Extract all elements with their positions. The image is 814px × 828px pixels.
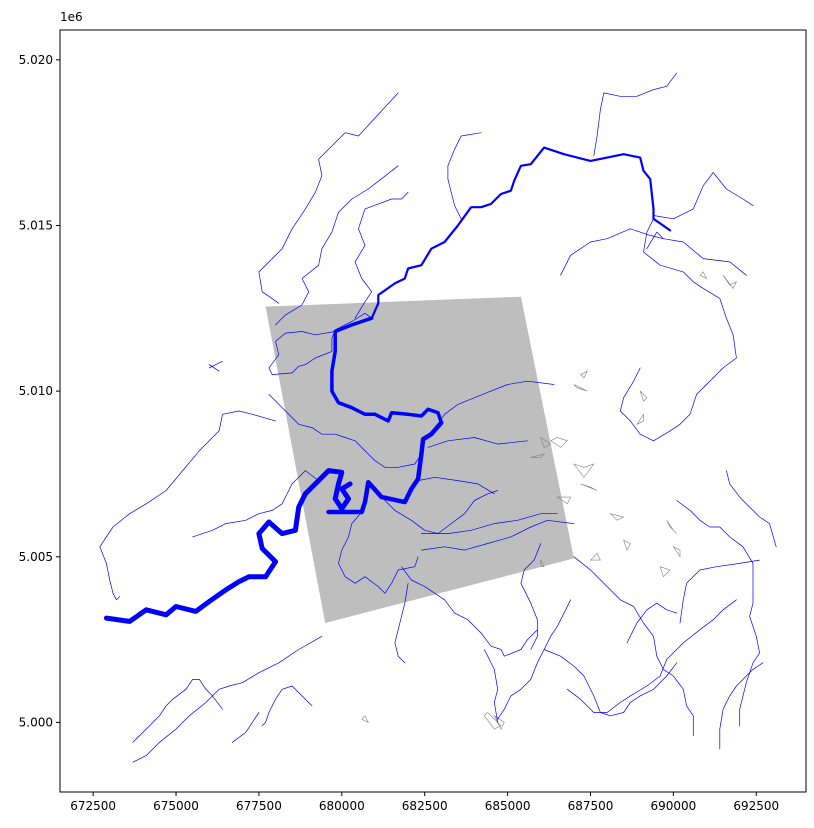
tributary-line: [261, 685, 313, 727]
x-tick-label: 672500: [70, 799, 116, 813]
tributary-line: [421, 513, 558, 534]
lake-outline: [659, 566, 671, 578]
x-tick-label: 685000: [485, 799, 531, 813]
lake-outline: [672, 546, 681, 558]
tributary-line: [646, 231, 747, 276]
tributary-line: [739, 563, 760, 727]
tributary-line: [421, 519, 575, 551]
main-river-segment: [370, 146, 672, 320]
lake-outline: [639, 390, 648, 402]
tributary-line: [99, 410, 276, 548]
main-river-segment: [330, 316, 444, 425]
tributary-line: [566, 599, 737, 713]
tributary-line: [268, 331, 336, 375]
tributary-line: [268, 394, 422, 468]
tributary-line: [354, 191, 409, 319]
lake-outline: [573, 384, 588, 392]
lake-outline: [636, 413, 644, 426]
tributary-line: [430, 380, 555, 435]
y-tick-label: 5.000: [19, 715, 53, 729]
y-tick-label: 5.015: [19, 218, 53, 232]
main-river-segment: [326, 420, 444, 515]
tributary-line: [520, 543, 542, 650]
tributary-line: [99, 546, 121, 601]
tributary-line: [208, 360, 223, 369]
tributary-line: [719, 662, 764, 750]
y-tick-label: 5.010: [19, 384, 53, 398]
tributary-line: [132, 679, 223, 743]
tributary-line: [381, 490, 499, 534]
x-tick-label: 692500: [733, 799, 779, 813]
main-river-segment: [103, 468, 353, 624]
y-tick-label: 5.020: [19, 53, 53, 67]
lake-outline: [722, 275, 738, 289]
lake-outline: [580, 483, 598, 491]
tributary-line: [560, 228, 664, 276]
x-tick-label: 687500: [568, 799, 614, 813]
lake-outline: [556, 496, 572, 505]
axes-frame: [59, 29, 807, 793]
x-tick-label: 675000: [153, 799, 199, 813]
y-axis: 5.000 5.005 5.010 5.015 5.020: [19, 53, 60, 729]
tributary-line: [447, 132, 482, 220]
tributary-line: [619, 218, 737, 442]
lake-outline: [550, 437, 568, 448]
lake-outline: [361, 715, 369, 724]
lake-outline: [484, 712, 502, 730]
tributary-line: [192, 470, 319, 538]
y-offset-label: 1e6: [60, 10, 83, 24]
tributary-line: [497, 599, 571, 720]
tributary-line: [232, 712, 260, 743]
lake-outline: [623, 539, 631, 551]
tributary-line: [291, 312, 373, 374]
x-tick-label: 690000: [650, 799, 696, 813]
tributary-line: [401, 566, 538, 657]
lake-outline: [540, 559, 545, 568]
tributary-line: [726, 470, 777, 548]
y-tick-label: 5.005: [19, 550, 53, 564]
x-axis: 672500 675000 677500 680000 682500 685000 6875…: [70, 792, 779, 813]
tributary-line: [338, 511, 419, 594]
lake-outline: [573, 463, 595, 478]
x-tick-label: 682500: [402, 799, 448, 813]
tributary-line: [417, 476, 495, 495]
tributary-line: [679, 559, 760, 624]
tributary-line: [676, 500, 754, 564]
tributary-line: [208, 364, 220, 372]
tributary-line: [132, 635, 323, 763]
lake-outline: [666, 520, 677, 534]
tributary-line: [394, 582, 409, 664]
lake-outline: [609, 513, 625, 521]
x-tick-label: 677500: [236, 799, 282, 813]
tributary-line: [275, 165, 399, 326]
tributary-line: [427, 437, 528, 448]
lake-outline: [589, 552, 601, 561]
lake-outline: [579, 370, 588, 379]
tributary-line: [484, 649, 499, 723]
lake-outline: [699, 271, 708, 280]
tributary-line: [573, 556, 694, 737]
lake-outline: [530, 453, 546, 458]
tributary-line: [543, 649, 678, 717]
tributary-line: [653, 172, 754, 220]
lake-outline: [540, 436, 552, 448]
tributary-line: [258, 92, 399, 304]
plot-area: [99, 72, 777, 763]
x-tick-label: 680000: [319, 799, 365, 813]
tributary-line: [593, 72, 678, 157]
tributary-line: [626, 602, 678, 644]
